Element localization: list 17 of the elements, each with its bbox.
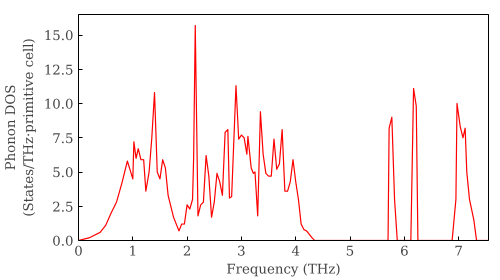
y-tick-label: 5.0 [52,166,74,182]
y-tick-label: 15.0 [44,29,74,44]
x-tick-label: 1 [128,244,138,260]
x-tick-label: 5 [346,244,354,260]
y-tick-label: 12.5 [44,63,74,78]
x-axis-title: Frequency (THz) [226,262,341,278]
x-tick-label: 7 [454,244,463,260]
y-tick-label: 10.0 [44,98,74,113]
x-tick-label: 3 [237,244,246,260]
y-tick-label: 2.5 [52,200,74,216]
x-tick-label: 2 [182,244,192,260]
y-tick-label: 0.0 [52,234,74,250]
y-tick-label: 7.5 [52,132,74,147]
x-tick-label: 6 [400,244,409,260]
y-axis-title: Phonon DOS (States/THz·primitive cell) [4,38,37,217]
x-tick-label: 0 [74,244,83,260]
x-tick-label: 4 [291,244,300,260]
